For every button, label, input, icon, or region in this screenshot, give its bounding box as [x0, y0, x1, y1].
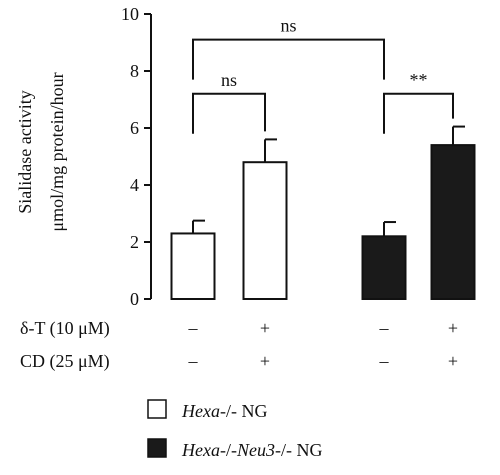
significance-label: ns [280, 16, 296, 36]
bar [170, 232, 216, 300]
bar [242, 161, 288, 300]
condition-mark: – [379, 351, 390, 371]
y-tick-label: 6 [130, 118, 139, 138]
condition-mark: + [260, 318, 270, 338]
condition-mark: – [379, 318, 390, 338]
bar [361, 235, 407, 301]
condition-mark: + [448, 318, 458, 338]
y-tick-label: 0 [130, 289, 139, 309]
condition-mark: + [260, 351, 270, 371]
bars [170, 125, 476, 301]
condition-label: δ-T (10 μM) [20, 318, 110, 339]
significance-label: ns [221, 70, 237, 90]
y-tick-label: 2 [130, 232, 139, 252]
legend-label: Hexa-/-Neu3-/- NG [181, 440, 322, 460]
y-axis-label-line1: Sialidase activity [15, 90, 35, 213]
axes: 0 2 4 6 8 10 Sialidase activity μmol/mg protein… [15, 4, 152, 309]
legend-label: Hexa-/- NG [181, 401, 267, 421]
y-tick-label: 8 [130, 61, 139, 81]
condition-mark: + [448, 351, 458, 371]
condition-mark: – [188, 351, 199, 371]
legend: Hexa-/- NG Hexa-/-Neu3-/- NG [147, 399, 322, 460]
legend-swatch [147, 399, 167, 419]
condition-label: CD (25 μM) [20, 351, 110, 372]
significance-label: ** [410, 70, 428, 90]
condition-mark: – [188, 318, 199, 338]
significance-bracket [192, 92, 266, 134]
y-tick-label: 10 [121, 4, 139, 24]
legend-swatch [147, 438, 167, 458]
significance-bracket [383, 92, 454, 134]
significance-brackets: ns ** ns [192, 16, 454, 134]
y-tick-label: 4 [130, 175, 139, 195]
bar [430, 144, 476, 300]
condition-rows: δ-T (10 μM) – + – + CD (25 μM) – + – + [20, 318, 458, 372]
y-axis-label-line2: μmol/mg protein/hour [47, 72, 67, 231]
significance-bracket [192, 38, 385, 80]
